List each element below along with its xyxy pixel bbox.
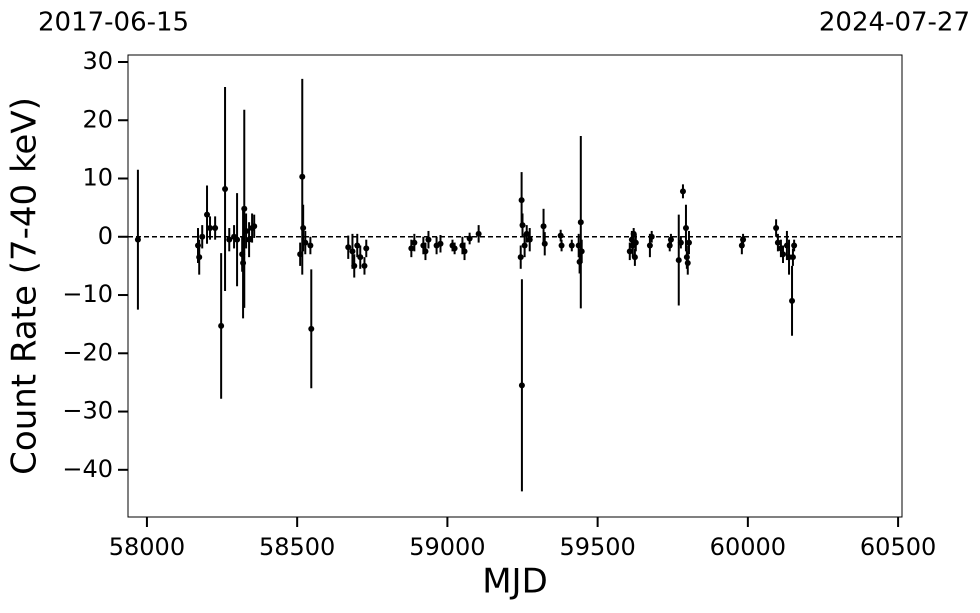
data-point bbox=[226, 236, 233, 243]
data-point bbox=[646, 242, 653, 249]
x-axis-label: MJD bbox=[482, 562, 548, 602]
data-point bbox=[361, 262, 368, 269]
data-point bbox=[626, 248, 633, 255]
data-point bbox=[251, 223, 258, 230]
data-point bbox=[363, 245, 370, 252]
data-point bbox=[773, 225, 780, 232]
data-point bbox=[437, 240, 444, 247]
data-point bbox=[351, 262, 358, 269]
data-point bbox=[648, 233, 655, 240]
data-point bbox=[519, 222, 526, 229]
data-point bbox=[684, 259, 691, 266]
data-point bbox=[526, 236, 533, 243]
y-tick-label: −20 bbox=[62, 338, 113, 366]
data-point bbox=[578, 248, 585, 255]
data-point bbox=[517, 254, 524, 261]
data-point bbox=[451, 245, 458, 252]
data-point bbox=[425, 236, 432, 243]
y-tick-label: −40 bbox=[62, 455, 113, 483]
data-point bbox=[204, 211, 211, 218]
data-point bbox=[791, 242, 798, 249]
data-point bbox=[541, 240, 548, 247]
data-point bbox=[557, 232, 564, 239]
data-point bbox=[349, 248, 356, 255]
data-point bbox=[667, 236, 674, 243]
x-tick-label: 59500 bbox=[559, 533, 635, 561]
data-point bbox=[246, 236, 253, 243]
data-point bbox=[518, 197, 525, 204]
plot-frame bbox=[127, 54, 903, 518]
data-point bbox=[300, 225, 307, 232]
data-point bbox=[243, 227, 250, 234]
data-point bbox=[780, 251, 787, 258]
data-point bbox=[196, 254, 203, 261]
data-point bbox=[685, 239, 692, 246]
data-point bbox=[540, 223, 547, 230]
data-point bbox=[518, 382, 525, 389]
data-point bbox=[218, 322, 225, 329]
y-tick-label: 20 bbox=[82, 105, 113, 133]
data-point bbox=[299, 173, 306, 180]
data-point bbox=[357, 254, 364, 261]
x-tick-label: 60000 bbox=[710, 533, 786, 561]
y-tick-label: 10 bbox=[82, 164, 113, 192]
x-tick-label: 58000 bbox=[109, 533, 185, 561]
data-point bbox=[354, 242, 361, 249]
data-point bbox=[241, 205, 248, 212]
data-point bbox=[222, 185, 229, 192]
data-point bbox=[422, 248, 429, 255]
data-point bbox=[789, 254, 796, 261]
data-point bbox=[740, 236, 747, 243]
data-point bbox=[631, 254, 638, 261]
data-point bbox=[307, 242, 314, 249]
data-point bbox=[207, 225, 214, 232]
data-point bbox=[408, 245, 415, 252]
y-tick-label: −10 bbox=[62, 280, 113, 308]
start-date: 2017-06-15 bbox=[38, 8, 189, 38]
data-point bbox=[199, 233, 206, 240]
data-point bbox=[411, 239, 418, 246]
data-point bbox=[308, 325, 315, 332]
data-point bbox=[302, 239, 309, 246]
data-point bbox=[521, 242, 528, 249]
data-point bbox=[675, 257, 682, 264]
x-tick-label: 60500 bbox=[860, 533, 936, 561]
data-point bbox=[577, 219, 584, 226]
data-point bbox=[632, 239, 639, 246]
data-point bbox=[679, 188, 686, 195]
data-point bbox=[682, 225, 689, 232]
data-point bbox=[789, 297, 796, 304]
x-tick-label: 58500 bbox=[259, 533, 335, 561]
data-point bbox=[212, 225, 219, 232]
x-tick-label: 59000 bbox=[409, 533, 485, 561]
data-point bbox=[523, 230, 530, 237]
data-point bbox=[234, 236, 241, 243]
data-point bbox=[475, 230, 482, 237]
data-point bbox=[568, 242, 575, 249]
data-point bbox=[466, 235, 473, 242]
y-tick-label: −30 bbox=[62, 397, 113, 425]
y-tick-label: 30 bbox=[82, 47, 113, 75]
data-point bbox=[774, 239, 781, 246]
y-axis-label: Count Rate (7-40 keV) bbox=[5, 97, 45, 475]
end-date: 2024-07-27 bbox=[819, 8, 970, 38]
data-point bbox=[345, 244, 352, 251]
y-tick-label: 0 bbox=[98, 222, 113, 250]
data-point bbox=[461, 248, 468, 255]
data-point bbox=[558, 242, 565, 249]
data-point bbox=[677, 239, 684, 246]
data-point bbox=[134, 236, 141, 243]
